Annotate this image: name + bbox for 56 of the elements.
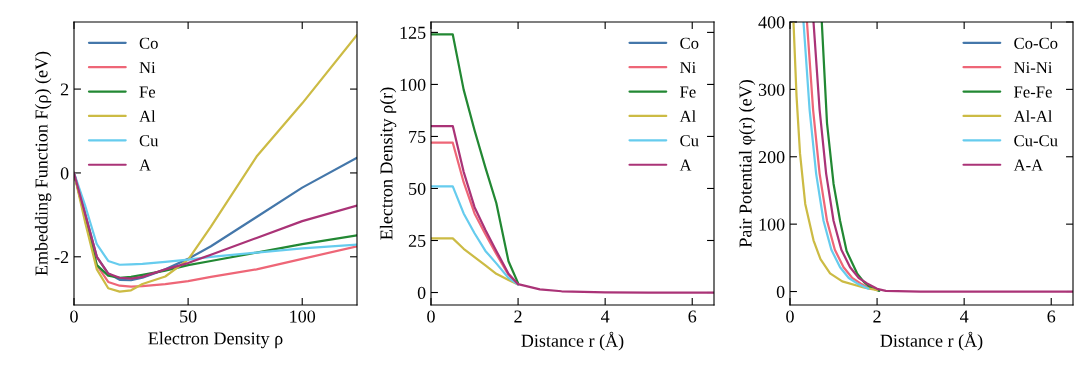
legend-label: Ni	[680, 62, 696, 74]
legend-label: Al	[679, 110, 696, 122]
legend-label: Cu	[680, 135, 699, 147]
y-tick-label: 2	[60, 83, 69, 96]
x-tick-label: 4	[959, 310, 969, 323]
y-tick-label: 0	[776, 285, 785, 298]
legend-label: Al	[139, 110, 156, 122]
x-tick-label: 6	[1047, 310, 1056, 323]
y-tick-label: 0	[60, 167, 69, 180]
y-tick-label: 100	[759, 218, 785, 231]
y-tick-label: 75	[409, 130, 426, 143]
x-tick-label: 6	[688, 310, 697, 323]
y-axis-title: Pair Potential φ(r) (eV)	[738, 80, 756, 248]
x-tick-label: 0	[786, 310, 794, 323]
line-series	[792, 22, 879, 292]
legend-label: A	[139, 159, 151, 171]
y-tick-label: 100	[400, 78, 426, 91]
line-series	[431, 185, 520, 286]
legend-label: A	[679, 159, 692, 171]
y-tick-label: 400	[758, 16, 785, 29]
x-axis-title: Distance r (Å)	[521, 331, 624, 351]
x-tick-label: 4	[600, 310, 610, 323]
y-tick-label: 25	[408, 234, 426, 247]
legend-label: Co-Co	[1014, 37, 1058, 49]
y-tick-label: 300	[758, 83, 785, 96]
legend-label: Cu	[139, 135, 159, 147]
x-tick-label: 0	[70, 310, 78, 323]
x-tick-label: 2	[514, 310, 522, 323]
line-series	[431, 33, 520, 285]
y-tick-label: 200	[758, 151, 785, 164]
legend-label: Ni	[139, 62, 156, 74]
y-axis-title: Electron Density ρ(r)	[379, 87, 397, 240]
y-axis-title: Embedding Function F(ρ) (eV)	[34, 51, 52, 276]
legend-label: Fe	[680, 86, 696, 98]
line-series	[820, 22, 881, 292]
line-series	[812, 22, 1073, 293]
x-tick-label: 100	[290, 310, 316, 323]
x-tick-label: 2	[873, 310, 881, 323]
x-axis-title: Electron Density ρ	[148, 331, 283, 349]
line-series	[74, 33, 357, 293]
y-tick-label: -2	[54, 251, 69, 264]
legend-label: Fe	[139, 86, 156, 98]
legend-label: Ni-Ni	[1014, 62, 1053, 74]
x-axis-title: Distance r (Å)	[880, 331, 983, 351]
legend-label: A-A	[1013, 159, 1044, 171]
x-tick-label: 50	[180, 310, 197, 323]
y-tick-label: 50	[409, 182, 426, 195]
legend-label: Fe-Fe	[1014, 86, 1052, 98]
y-tick-label: 125	[400, 26, 426, 39]
legend-label: Cu-Cu	[1014, 135, 1058, 147]
x-tick-label: 0	[427, 310, 435, 323]
legend-label: Co	[139, 37, 158, 49]
legend-label: Co	[680, 37, 699, 49]
y-tick-label: 0	[417, 286, 426, 299]
line-series	[431, 124, 714, 294]
legend-label: Al-Al	[1013, 110, 1053, 122]
